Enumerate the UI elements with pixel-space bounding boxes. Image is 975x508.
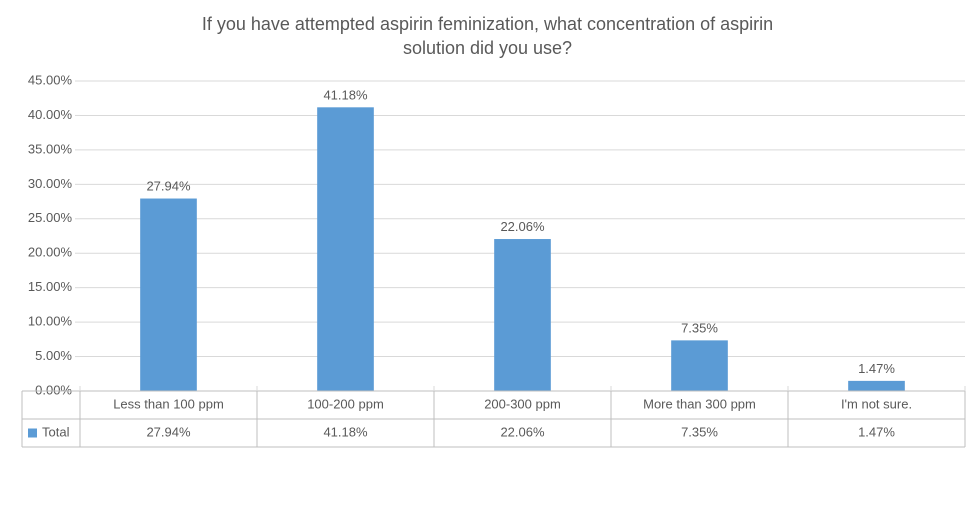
bar — [494, 239, 551, 391]
category-label: Less than 100 ppm — [113, 396, 224, 411]
bar — [848, 380, 905, 390]
bar-chart: If you have attempted aspirin feminizati… — [0, 0, 975, 508]
table-value: 1.47% — [858, 424, 895, 439]
chart-title: If you have attempted aspirin feminizati… — [0, 0, 975, 61]
bar — [140, 198, 197, 390]
table-value: 22.06% — [500, 424, 545, 439]
table-value: 41.18% — [323, 424, 368, 439]
category-label: 100-200 ppm — [307, 396, 384, 411]
bar-value-label: 1.47% — [858, 360, 895, 375]
bar-value-label: 27.94% — [146, 178, 191, 193]
chart-title-line2: solution did you use? — [403, 38, 572, 58]
y-tick-label: 35.00% — [28, 141, 73, 156]
bar-value-label: 41.18% — [323, 87, 368, 102]
legend-label: Total — [42, 424, 70, 439]
y-tick-label: 25.00% — [28, 210, 73, 225]
legend-marker — [28, 428, 37, 437]
y-tick-label: 40.00% — [28, 106, 73, 121]
bar-value-label: 7.35% — [681, 320, 718, 335]
chart-svg: 0.00% 5.00% 10.00% 15.00% 20.00% 25.00% 30.00%… — [0, 61, 975, 501]
category-label: 200-300 ppm — [484, 396, 561, 411]
y-tick-label: 15.00% — [28, 279, 73, 294]
chart-title-line1: If you have attempted aspirin feminizati… — [202, 14, 773, 34]
table-value: 7.35% — [681, 424, 718, 439]
y-tick-label: 30.00% — [28, 175, 73, 190]
bar — [671, 340, 728, 391]
y-tick-label: 0.00% — [35, 382, 72, 397]
bar — [317, 107, 374, 391]
bar-value-label: 22.06% — [500, 219, 545, 234]
y-tick-label: 10.00% — [28, 313, 73, 328]
table-value: 27.94% — [146, 424, 191, 439]
y-tick-label: 20.00% — [28, 244, 73, 259]
y-tick-label: 45.00% — [28, 72, 73, 87]
category-label: I'm not sure. — [841, 396, 912, 411]
category-label: More than 300 ppm — [643, 396, 756, 411]
y-tick-label: 5.00% — [35, 348, 72, 363]
